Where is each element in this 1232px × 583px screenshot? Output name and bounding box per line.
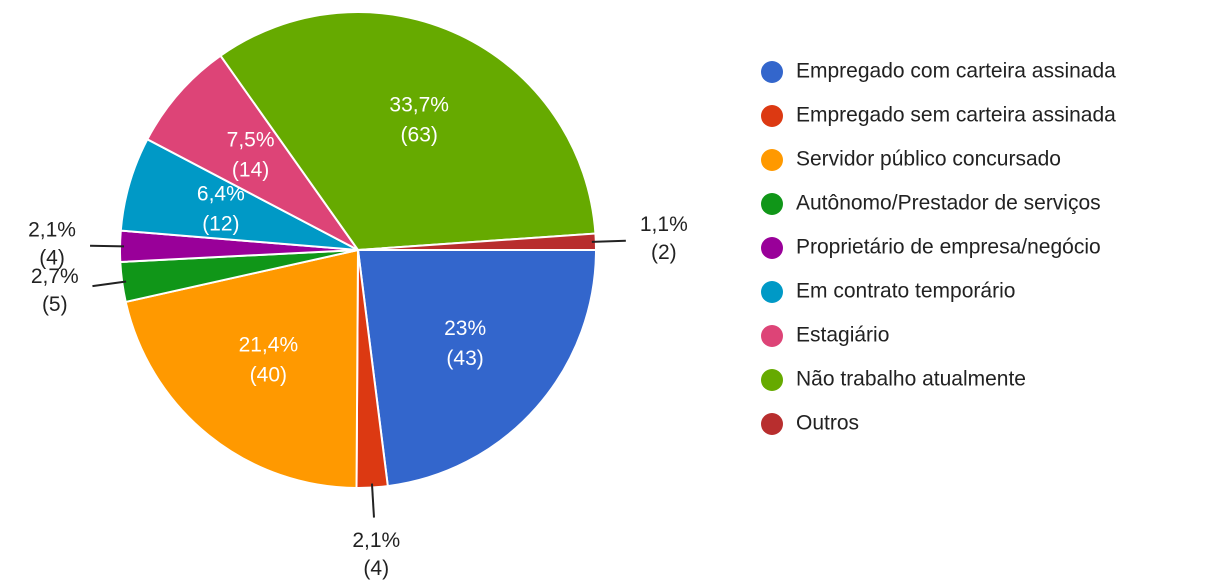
slice-count: (5) [42, 293, 68, 316]
slice-count: (4) [363, 557, 389, 580]
slice-count: (4) [39, 247, 65, 270]
slice-count: (12) [202, 213, 239, 236]
slice-label: 21,4% [239, 334, 299, 357]
slice-label: 7,5% [227, 128, 275, 151]
slice-label: 2,7% [31, 265, 79, 288]
legend-swatch [761, 149, 783, 171]
slice-count: (63) [401, 124, 438, 147]
legend-swatch [761, 237, 783, 259]
leader-line [92, 280, 127, 288]
legend-label: Outros [796, 412, 859, 435]
slice-label: 6,4% [197, 183, 245, 206]
slice-count: (40) [250, 364, 287, 387]
legend-swatch [761, 325, 783, 347]
legend-label: Em contrato temporário [796, 280, 1015, 303]
leader-line [90, 244, 125, 248]
legend-swatch [761, 193, 783, 215]
pie-slice [356, 249, 598, 488]
slice-label: 2,1% [28, 219, 76, 242]
slice-label: 1,1% [640, 213, 688, 236]
pie-slice [145, 54, 359, 251]
slice-count: (14) [232, 158, 269, 181]
legend-label: Empregado com carteira assinada [796, 60, 1116, 83]
slice-count: (43) [446, 347, 483, 370]
leader-line [370, 483, 375, 518]
pie-slice [219, 11, 597, 252]
legend-label: Não trabalho atualmente [796, 368, 1026, 391]
legend-swatch [761, 413, 783, 435]
legend-label: Estagiário [796, 324, 889, 347]
legend-label: Autônomo/Prestador de serviços [796, 192, 1101, 215]
slice-count: (2) [651, 241, 677, 264]
pie-slice [124, 248, 360, 490]
legend-swatch [761, 105, 783, 127]
legend-label: Empregado sem carteira assinada [796, 104, 1116, 127]
legend-label: Proprietário de empresa/negócio [796, 236, 1101, 259]
slice-label: 23% [444, 317, 486, 340]
slice-label: 2,1% [352, 529, 400, 552]
legend-swatch [761, 61, 783, 83]
legend-swatch [761, 281, 783, 303]
legend-swatch [761, 369, 783, 391]
legend-label: Servidor público concursado [796, 148, 1061, 171]
leader-line [591, 239, 626, 243]
slice-label: 33,7% [389, 94, 449, 117]
